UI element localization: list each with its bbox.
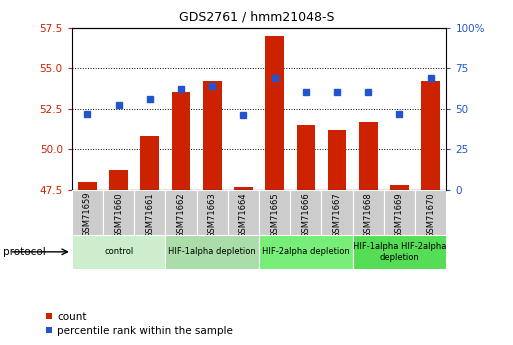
Bar [141, 136, 159, 190]
Text: percentile rank within the sample: percentile rank within the sample [57, 326, 233, 336]
Bar [415, 190, 446, 235]
Bar [165, 235, 259, 269]
Text: GSM71663: GSM71663 [208, 192, 217, 238]
Bar [196, 190, 228, 235]
Bar [359, 122, 378, 190]
Bar [328, 130, 346, 190]
Bar [234, 187, 253, 190]
Text: GSM71666: GSM71666 [301, 192, 310, 238]
Text: GSM71661: GSM71661 [145, 192, 154, 238]
Text: GSM71668: GSM71668 [364, 192, 373, 238]
Bar [203, 81, 222, 190]
Bar [134, 190, 165, 235]
Text: HIF-1alpha HIF-2alpha
depletion: HIF-1alpha HIF-2alpha depletion [353, 242, 446, 262]
Bar [297, 125, 315, 190]
Bar [290, 190, 322, 235]
Bar [390, 185, 409, 190]
Text: GSM71667: GSM71667 [332, 192, 342, 238]
Text: protocol: protocol [3, 247, 45, 257]
Text: control: control [104, 247, 133, 256]
Text: GSM71665: GSM71665 [270, 192, 279, 238]
Text: count: count [57, 313, 87, 322]
Bar [322, 190, 353, 235]
Text: GSM71664: GSM71664 [239, 192, 248, 238]
Bar [259, 235, 353, 269]
Bar [172, 92, 190, 190]
Text: GDS2761 / hmm21048-S: GDS2761 / hmm21048-S [179, 10, 334, 23]
Text: HIF-2alpha depletion: HIF-2alpha depletion [262, 247, 350, 256]
Bar [421, 81, 440, 190]
Text: GSM71669: GSM71669 [395, 192, 404, 238]
Text: GSM71659: GSM71659 [83, 192, 92, 237]
Bar [165, 190, 196, 235]
Bar [103, 190, 134, 235]
Bar [72, 235, 165, 269]
Bar [265, 36, 284, 190]
Text: GSM71670: GSM71670 [426, 192, 435, 238]
Text: HIF-1alpha depletion: HIF-1alpha depletion [168, 247, 256, 256]
Bar [109, 170, 128, 190]
Bar [384, 190, 415, 235]
Bar [228, 190, 259, 235]
Bar [78, 181, 97, 190]
Text: GSM71660: GSM71660 [114, 192, 123, 238]
Bar [353, 235, 446, 269]
Text: GSM71662: GSM71662 [176, 192, 186, 238]
Bar [259, 190, 290, 235]
Bar [72, 190, 103, 235]
Bar [353, 190, 384, 235]
